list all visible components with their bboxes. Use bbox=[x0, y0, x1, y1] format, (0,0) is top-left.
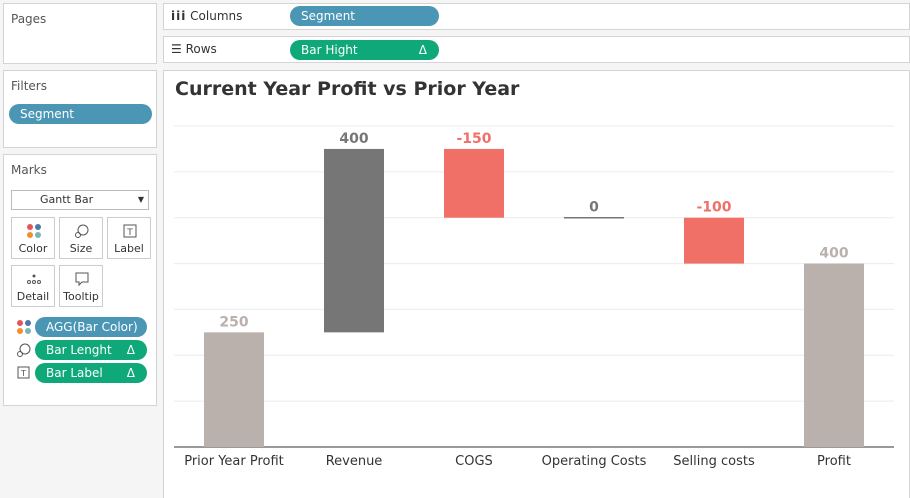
columns-pill[interactable]: Segment bbox=[290, 6, 439, 26]
value-label: 0 bbox=[589, 200, 599, 216]
size-icon bbox=[17, 343, 31, 357]
x-tick-label: Selling costs bbox=[673, 454, 755, 469]
button-label: Tooltip bbox=[63, 290, 99, 303]
columns-label: iii Columns bbox=[171, 9, 243, 23]
rows-pill[interactable]: Bar Hight Δ bbox=[290, 40, 439, 60]
value-label: 400 bbox=[339, 131, 368, 147]
x-tick-label: Operating Costs bbox=[542, 454, 647, 469]
value-label: -150 bbox=[456, 131, 491, 147]
x-tick-label: Revenue bbox=[326, 454, 383, 469]
value-label: 400 bbox=[819, 246, 848, 262]
detail-button[interactable]: Detail bbox=[11, 265, 55, 307]
mark-type-dropdown[interactable]: Gantt Bar ▼ bbox=[11, 190, 149, 210]
bar bbox=[444, 148, 504, 218]
filters-card: Filters Segment bbox=[3, 70, 157, 148]
label-icon: T bbox=[17, 366, 30, 379]
bar bbox=[204, 332, 264, 447]
shelf-label: Columns bbox=[190, 9, 243, 23]
pill-label: Bar Hight bbox=[301, 43, 358, 57]
x-tick-label: COGS bbox=[455, 454, 493, 469]
label-button[interactable]: T Label bbox=[107, 217, 151, 259]
columns-shelf: iii Columns Segment bbox=[163, 3, 910, 30]
rows-shelf: ☰ Rows Bar Hight Δ bbox=[163, 36, 910, 63]
filter-pill[interactable]: Segment bbox=[9, 104, 152, 124]
color-icon bbox=[17, 320, 31, 334]
pill-icon: Δ bbox=[126, 366, 135, 380]
chart: Current Year Profit vs Prior Year 250 Pri… bbox=[174, 78, 894, 469]
bar bbox=[804, 263, 864, 447]
rows-label: ☰ Rows bbox=[171, 42, 217, 56]
chart-panel: Current Year Profit vs Prior Year 250 Pri… bbox=[163, 70, 910, 498]
button-label: Detail bbox=[16, 290, 50, 303]
bar bbox=[324, 148, 384, 333]
pill-icon: Δ bbox=[126, 343, 135, 357]
size-button[interactable]: Size bbox=[59, 217, 103, 259]
value-label: 250 bbox=[219, 314, 248, 330]
button-label: Color bbox=[18, 242, 48, 255]
filters-title: Filters bbox=[11, 79, 47, 93]
tooltip-button[interactable]: Tooltip bbox=[59, 265, 103, 307]
x-tick-label: Prior Year Profit bbox=[184, 454, 284, 469]
dropdown-arrow: ▼ bbox=[137, 195, 144, 204]
value-label: -100 bbox=[696, 200, 731, 216]
marks-card: Marks Gantt Bar ▼ Color Size T Label Deta… bbox=[3, 154, 157, 406]
button-label: Size bbox=[69, 242, 93, 255]
chart-title: Current Year Profit vs Prior Year bbox=[175, 78, 520, 100]
color-button[interactable]: Color bbox=[11, 217, 55, 259]
mark-type: Gantt Bar bbox=[40, 193, 94, 206]
marks-pill[interactable]: Bar Lenght Δ bbox=[35, 340, 147, 360]
pages-card: Pages bbox=[3, 3, 157, 64]
x-tick-label: Profit bbox=[817, 454, 851, 469]
bar bbox=[684, 217, 744, 264]
svg-text:T: T bbox=[20, 369, 26, 378]
pill-label: Bar Lenght bbox=[46, 343, 112, 357]
marks-title: Marks bbox=[11, 163, 47, 177]
marks-pill[interactable]: Bar Label Δ bbox=[35, 363, 147, 383]
button-label: Label bbox=[114, 242, 144, 255]
pill-icon: Δ bbox=[418, 43, 427, 57]
pill-label: Bar Label bbox=[46, 366, 103, 380]
svg-text:T: T bbox=[126, 228, 133, 238]
marks-pill[interactable]: AGG(Bar Color) bbox=[35, 317, 147, 337]
pages-title: Pages bbox=[11, 12, 47, 26]
shelf-label: Rows bbox=[185, 42, 217, 56]
